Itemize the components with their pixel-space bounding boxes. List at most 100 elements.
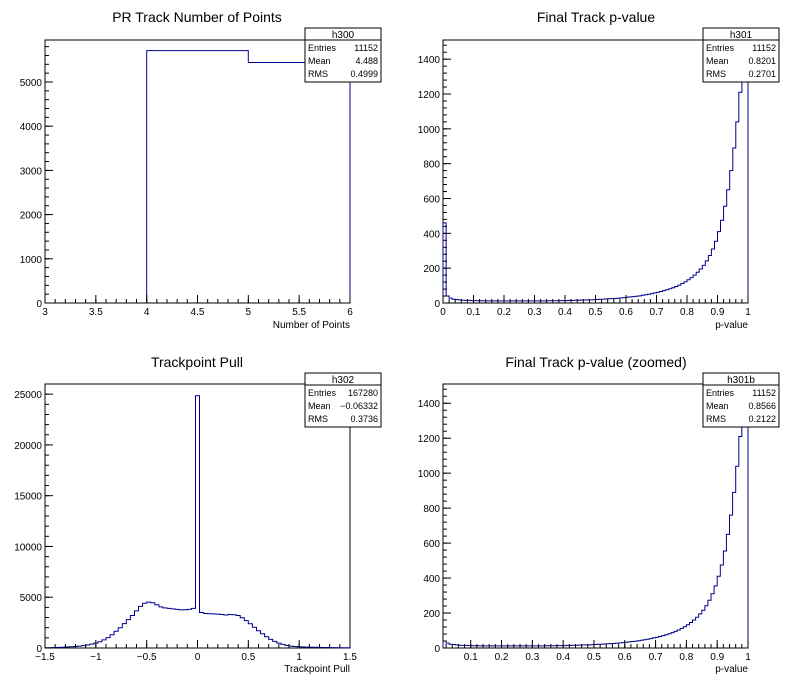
histogram-bin	[228, 614, 232, 648]
histogram-bin	[126, 620, 130, 648]
histogram-bin	[102, 640, 106, 648]
y-tick-label: 0	[434, 299, 440, 310]
stats-value: 4.488	[355, 56, 378, 66]
y-tick-label: 600	[423, 539, 440, 550]
histogram-bin	[723, 551, 726, 648]
stats-label: Mean	[308, 56, 331, 66]
histogram-series	[442, 39, 749, 303]
x-tick-label: 0.9	[710, 652, 724, 663]
histogram-bin	[155, 605, 159, 648]
histogram-bin	[281, 644, 285, 648]
histogram-bin	[86, 645, 90, 648]
x-tick-label: 0	[195, 652, 201, 663]
stats-value: −0.06332	[340, 401, 378, 411]
histogram-bin	[134, 611, 138, 648]
histogram-bin	[61, 647, 65, 648]
histogram-bin	[143, 603, 147, 648]
histogram-bin	[220, 614, 224, 648]
histogram-bin	[252, 627, 256, 648]
plot-area: −1.5 −1 −0.5 0 0.5 1 1.5 0 5000 10000 15000 20000 25…	[14, 383, 357, 663]
histogram-bin	[714, 586, 717, 648]
y-tick-label: 1200	[418, 90, 441, 101]
panel-h301: Final Track p-value 0 0.1 0.2 0.3 0.4 0.5 0.6 0…	[418, 9, 780, 331]
stats-value: 0.4999	[350, 69, 378, 79]
histogram-bin	[167, 608, 171, 648]
histogram-bin	[118, 628, 122, 648]
histogram-bin	[130, 616, 134, 648]
histogram-bin	[200, 612, 204, 648]
histogram-bin	[693, 620, 696, 648]
y-tick-label: 15000	[14, 492, 42, 503]
x-tick-label: 5	[246, 307, 252, 318]
histogram-bin	[248, 62, 350, 303]
y-tick-label: 400	[423, 574, 440, 585]
y-tick-label: 2000	[20, 211, 43, 222]
histogram-bin	[232, 615, 236, 648]
histogram-bin	[289, 646, 293, 648]
histogram-bin	[736, 122, 739, 303]
stats-value: 0.2122	[748, 414, 776, 424]
x-tick-label: 0.9	[711, 307, 725, 318]
x-axis-label: Trackpoint Pull	[284, 664, 350, 675]
stats-value: 167280	[348, 388, 378, 398]
histogram-bin	[705, 261, 708, 303]
stats-name: h301	[730, 30, 753, 41]
histogram-bin	[69, 647, 73, 648]
histogram-bin	[122, 624, 126, 648]
histogram-bin	[171, 609, 175, 648]
histogram-bin	[730, 171, 733, 303]
stats-label: RMS	[706, 414, 726, 424]
y-tick-label: 1000	[418, 125, 441, 136]
histogram-bin	[309, 647, 313, 648]
stats-name: h300	[332, 30, 355, 41]
x-tick-label: 0.3	[525, 652, 539, 663]
histogram-bin	[159, 607, 163, 648]
x-tick-label: 0.2	[495, 652, 509, 663]
x-tick-label: 0.6	[619, 307, 633, 318]
histogram-bin	[739, 92, 742, 303]
y-tick-label: 20000	[14, 441, 42, 452]
plot-area: 0.1 0.2 0.3 0.4 0.5 0.6 0.7 0.8 0.9 1 0 200 400 600 80…	[418, 383, 751, 663]
histogram-bin	[699, 614, 702, 648]
x-tick-label: 4	[144, 307, 150, 318]
histogram-bin	[322, 647, 326, 648]
stats-label: Entries	[706, 43, 735, 53]
y-tick-label: 200	[423, 264, 440, 275]
y-tick-label: 5000	[20, 593, 43, 604]
histogram-series	[442, 383, 749, 648]
x-tick-label: −0.5	[137, 652, 157, 663]
stats-box: h300 Entries 11152 Mean 4.488 RMS 0.4999	[304, 27, 382, 83]
x-tick-label: −1.5	[35, 652, 55, 663]
x-tick-label: 0.8	[679, 652, 693, 663]
histogram-bin	[711, 594, 714, 648]
panel-h301b: Final Track p-value (zoomed) 0.1 0.2 0.3 0.…	[418, 354, 780, 675]
histogram-bin	[191, 608, 195, 648]
histogram-bin	[742, 404, 745, 648]
histogram-bin	[696, 617, 699, 648]
panel-title: PR Track Number of Points	[112, 9, 282, 25]
stats-name: h301b	[727, 375, 755, 386]
histogram-bin	[727, 190, 730, 303]
histogram-bin	[718, 232, 721, 303]
stats-name: h302	[332, 375, 355, 386]
stats-value: 0.8566	[748, 401, 776, 411]
x-tick-label: 1.5	[343, 652, 357, 663]
panel-h300: PR Track Number of Points 3 3.5 4 4.5 5 5.5 6 0…	[20, 9, 382, 331]
histogram-bin	[175, 609, 179, 648]
histogram-bin	[212, 614, 216, 648]
histogram-bin	[179, 610, 183, 648]
histogram-bin	[733, 148, 736, 303]
stats-value: 11152	[752, 388, 776, 398]
stats-value: 11152	[354, 43, 378, 53]
histogram-bin	[313, 647, 317, 648]
stats-label: RMS	[706, 69, 726, 79]
y-tick-label: 200	[423, 609, 440, 620]
stats-label: Entries	[706, 388, 735, 398]
x-tick-label: 1	[745, 307, 751, 318]
histogram-bin	[702, 610, 705, 648]
histogram-bin	[204, 613, 208, 648]
panel-title: Final Track p-value	[537, 9, 655, 25]
histogram-bin	[139, 606, 143, 648]
